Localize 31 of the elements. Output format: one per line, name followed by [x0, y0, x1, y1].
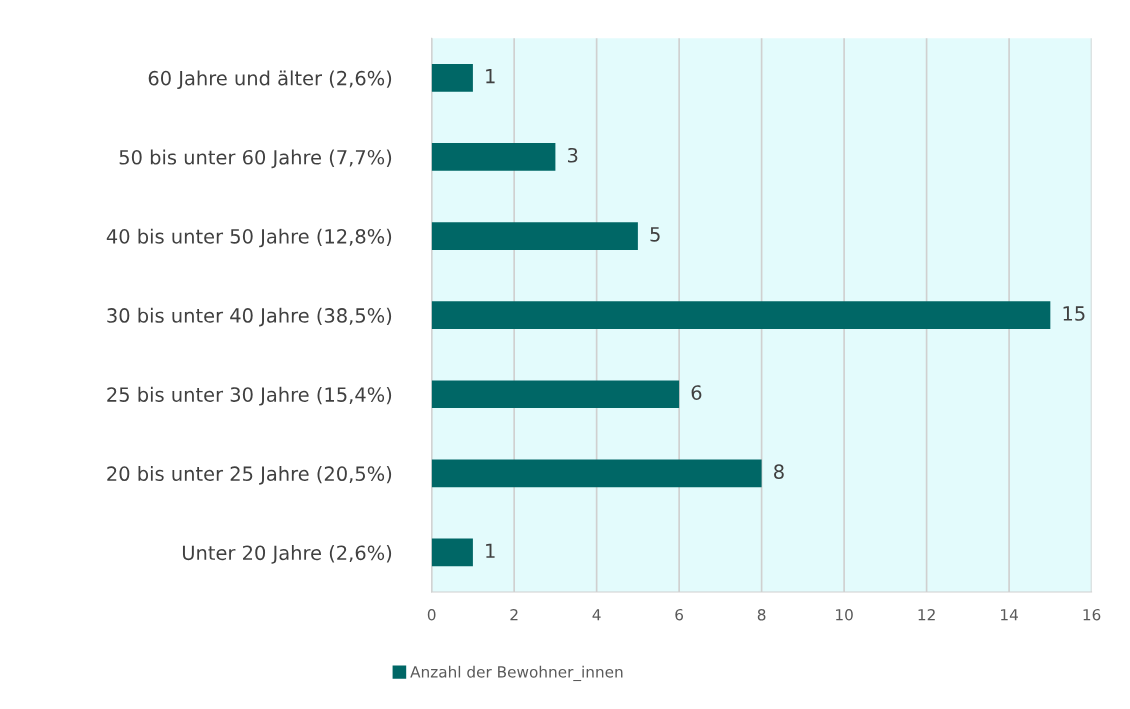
data-label: 8: [774, 464, 784, 479]
bar: [431, 538, 473, 567]
x-tick-label: 8: [757, 608, 766, 621]
x-tick-label: 10: [836, 608, 853, 621]
data-label: 1: [486, 543, 495, 558]
y-tick-label: Unter 20 Jahre (2,6%): [182, 545, 392, 564]
data-label: 15: [1063, 306, 1085, 321]
x-tick-label: 4: [592, 609, 601, 621]
legend-label: Anzahl der Bewohner_innen: [410, 665, 623, 682]
x-tick-label: 12: [918, 608, 935, 621]
bar: [431, 380, 680, 409]
bar: [431, 222, 638, 250]
bar: [431, 63, 473, 92]
y-tick-label: 50 bis unter 60 Jahre (7,7%): [119, 149, 392, 169]
data-label: 3: [567, 147, 578, 163]
y-tick-label: 40 bis unter 50 Jahre (12,8%): [106, 228, 392, 248]
y-tick-label: 20 bis unter 25 Jahre (20,5%): [107, 465, 392, 485]
x-tick-label: 6: [675, 608, 684, 621]
x-tick-label: 0: [427, 608, 436, 621]
x-tick-label: 14: [1001, 609, 1018, 621]
bar: [431, 143, 556, 171]
y-tick-label: 30 bis unter 40 Jahre (38,5%): [107, 307, 392, 327]
data-label: 5: [650, 227, 660, 242]
data-label: 6: [691, 385, 702, 400]
bar: [431, 301, 1051, 329]
x-tick-label: 16: [1083, 608, 1101, 621]
data-label: 1: [486, 69, 495, 84]
x-tick-label: 2: [510, 608, 518, 621]
y-tick-label: 60 Jahre und älter (2,6%): [148, 70, 392, 90]
y-tick-label: 25 bis unter 30 Jahre (15,4%): [107, 386, 392, 406]
bar: [431, 459, 762, 488]
